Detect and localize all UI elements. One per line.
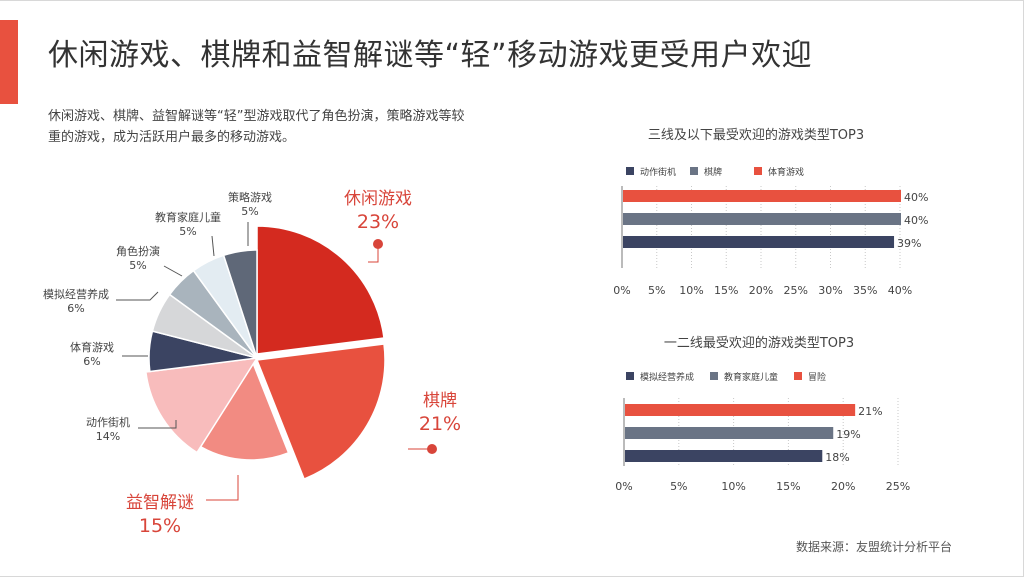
x-tick-label: 25% xyxy=(784,284,808,297)
x-tick-label: 10% xyxy=(721,480,745,493)
pie-slice-value: 6% xyxy=(67,302,84,315)
legend-label: 模拟经营养成 xyxy=(640,371,694,383)
pie-slice xyxy=(256,225,385,355)
pie-leader-line xyxy=(206,475,239,501)
bar-value-label: 21% xyxy=(858,405,882,418)
pie-slice xyxy=(255,343,386,480)
pie-slice-value: 23% xyxy=(357,211,399,233)
bar xyxy=(625,404,856,416)
pie-slice-value: 15% xyxy=(139,515,181,537)
pie-leader-line xyxy=(211,235,215,257)
bar xyxy=(625,427,834,439)
legend-swatch xyxy=(690,167,698,175)
bar xyxy=(623,236,895,248)
pie-leader-line xyxy=(138,420,177,429)
x-tick-label: 25% xyxy=(886,480,910,493)
bar-value-label: 40% xyxy=(904,214,928,227)
page-title: 休闲游戏、棋牌和益智解谜等“轻”移动游戏更受用户欢迎 xyxy=(48,38,813,73)
legend-swatch xyxy=(626,167,634,175)
pie-slice-value: 5% xyxy=(179,225,196,238)
pie-slice-label: 教育家庭儿童 xyxy=(155,210,221,224)
legend-label: 体育游戏 xyxy=(768,166,804,178)
x-tick-label: 10% xyxy=(679,284,703,297)
pie-leader-dot xyxy=(427,444,437,454)
x-tick-label: 0% xyxy=(615,480,632,493)
pie-slice-label: 策略游戏 xyxy=(228,190,272,204)
pie-leader-dot xyxy=(373,239,383,249)
data-source: 数据来源：友盟统计分析平台 xyxy=(796,540,953,554)
frame-top-line xyxy=(0,0,1024,1)
accent-bar xyxy=(0,20,18,104)
x-tick-label: 15% xyxy=(714,284,738,297)
x-tick-label: 5% xyxy=(670,480,687,493)
pie-slice-label: 体育游戏 xyxy=(70,340,114,354)
pie-slice-label: 益智解谜 xyxy=(126,493,194,513)
legend-swatch xyxy=(626,372,634,380)
x-tick-label: 0% xyxy=(613,284,630,297)
pie-slice-value: 5% xyxy=(241,205,258,218)
bar-value-label: 18% xyxy=(825,451,849,464)
legend-label: 棋牌 xyxy=(704,166,722,178)
pie-slice-label: 棋牌 xyxy=(423,391,457,411)
x-tick-label: 5% xyxy=(648,284,665,297)
legend-swatch xyxy=(754,167,762,175)
pie-slice-value: 5% xyxy=(129,259,146,272)
x-tick-label: 20% xyxy=(749,284,773,297)
pie-slice-value: 6% xyxy=(83,355,100,368)
x-tick-label: 20% xyxy=(831,480,855,493)
pie-slice-value: 21% xyxy=(419,413,461,435)
x-tick-label: 15% xyxy=(776,480,800,493)
bar-value-label: 40% xyxy=(904,191,928,204)
legend-label: 动作街机 xyxy=(640,166,676,178)
bar xyxy=(625,450,823,462)
pie-slice xyxy=(145,357,259,454)
pie-leader-line xyxy=(116,291,159,301)
legend-swatch xyxy=(794,372,802,380)
bar-chart-title: 三线及以下最受欢迎的游戏类型TOP3 xyxy=(648,127,864,143)
x-tick-label: 30% xyxy=(818,284,842,297)
legend-swatch xyxy=(710,372,718,380)
pie-slice xyxy=(222,249,258,359)
pie-leader-line xyxy=(368,244,379,263)
page-subtitle: 休闲游戏、棋牌、益智解谜等“轻”型游戏取代了角色扮演，策略游戏等较重的游戏，成为… xyxy=(48,109,465,145)
legend-label: 冒险 xyxy=(808,371,826,383)
pie-slice-label: 角色扮演 xyxy=(116,244,160,258)
bar xyxy=(623,190,901,202)
bar-chart-title: 一二线最受欢迎的游戏类型TOP3 xyxy=(664,335,854,351)
pie-slice-value: 14% xyxy=(96,430,120,443)
pie-slice-label: 休闲游戏 xyxy=(344,189,412,209)
pie-slice-label: 模拟经营养成 xyxy=(43,287,109,301)
legend-label: 教育家庭儿童 xyxy=(724,371,778,383)
pie-slice-label: 动作街机 xyxy=(86,415,130,429)
x-tick-label: 35% xyxy=(853,284,877,297)
bar-value-label: 19% xyxy=(836,428,860,441)
pie-leader-line xyxy=(163,265,183,277)
bar xyxy=(623,213,901,225)
x-tick-label: 40% xyxy=(888,284,912,297)
bar-value-label: 39% xyxy=(897,237,921,250)
